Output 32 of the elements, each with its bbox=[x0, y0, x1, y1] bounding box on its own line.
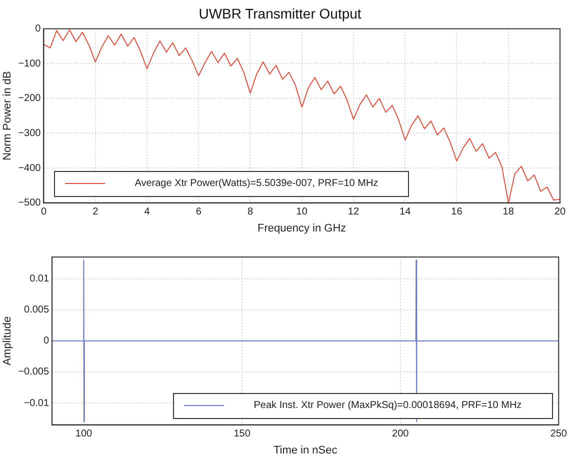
chart-title: UWBR Transmitter Output bbox=[198, 5, 362, 22]
x-axis-title: Time in nSec bbox=[273, 444, 338, 456]
x-tick-label: 12 bbox=[348, 206, 360, 218]
x-tick-label: 250 bbox=[550, 428, 568, 440]
y-tick-label: −300 bbox=[18, 128, 42, 139]
y-tick-label: −0.01 bbox=[24, 398, 50, 409]
y-tick-label: 0 bbox=[44, 336, 50, 347]
x-tick-label: 8 bbox=[247, 206, 254, 218]
legend-box: Average Xtr Power(Watts)=5.5039e-007, PRF=10 MHz bbox=[54, 170, 410, 197]
x-tick-label: 200 bbox=[392, 428, 410, 440]
x-tick-label: 2 bbox=[92, 206, 99, 218]
y-tick-label: 0.005 bbox=[24, 304, 50, 316]
x-tick-label: 18 bbox=[502, 206, 514, 218]
x-tick-label: 100 bbox=[75, 428, 93, 440]
y-tick-label: −200 bbox=[18, 93, 42, 104]
legend-box: Peak Inst. Xtr Power (MaxPkSq)=0.00018694, PRF=10 MHz bbox=[172, 392, 553, 419]
x-tick-label: 20 bbox=[554, 206, 566, 218]
x-tick-label: 6 bbox=[196, 206, 202, 218]
y-tick-label: −500 bbox=[18, 198, 42, 209]
y-tick-label: −400 bbox=[18, 162, 42, 174]
y-tick-label: −0.005 bbox=[18, 366, 50, 378]
y-axis-title: Norm Power in dB bbox=[2, 71, 14, 160]
x-tick-label: 10 bbox=[296, 206, 308, 218]
y-axis-title: Amplitude bbox=[2, 316, 14, 366]
x-tick-label: 16 bbox=[451, 206, 463, 218]
y-tick-label: −100 bbox=[18, 58, 42, 70]
x-axis-title: Frequency in GHz bbox=[258, 222, 346, 234]
x-tick-label: 150 bbox=[234, 428, 251, 440]
y-tick-label: 0.01 bbox=[30, 274, 50, 284]
x-tick-label: 14 bbox=[400, 206, 412, 218]
y-tick-label: 0 bbox=[35, 24, 42, 35]
x-tick-label: 4 bbox=[144, 206, 150, 218]
